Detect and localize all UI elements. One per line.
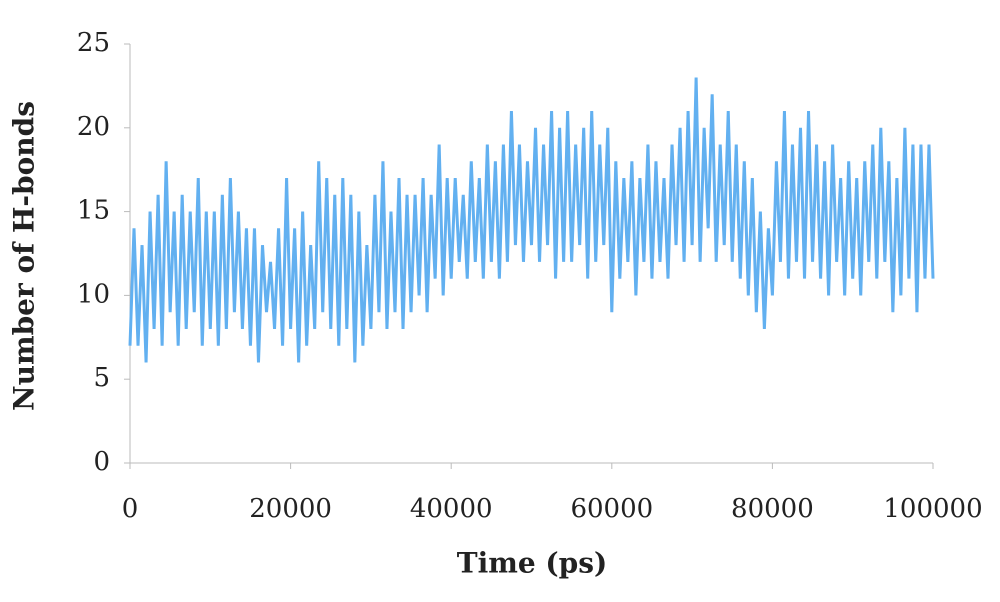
y-tick-label: 15 [77, 196, 110, 226]
x-tick-label: 60000 [570, 494, 653, 524]
y-axis-label: Number of H-bonds [8, 101, 41, 411]
x-tick-label: 80000 [731, 494, 814, 524]
y-tick-label: 25 [77, 28, 110, 58]
x-tick-label: 40000 [410, 494, 493, 524]
y-tick-label: 0 [93, 447, 110, 477]
x-axis-label: Time (ps) [457, 547, 608, 580]
y-tick-label: 20 [77, 112, 110, 142]
x-tick-label: 100000 [883, 494, 982, 524]
x-tick-label: 20000 [249, 494, 332, 524]
data-line [128, 77, 935, 363]
y-tick-label: 5 [93, 363, 110, 393]
x-tick-label: 0 [122, 494, 139, 524]
y-tick-label: 10 [77, 279, 110, 309]
